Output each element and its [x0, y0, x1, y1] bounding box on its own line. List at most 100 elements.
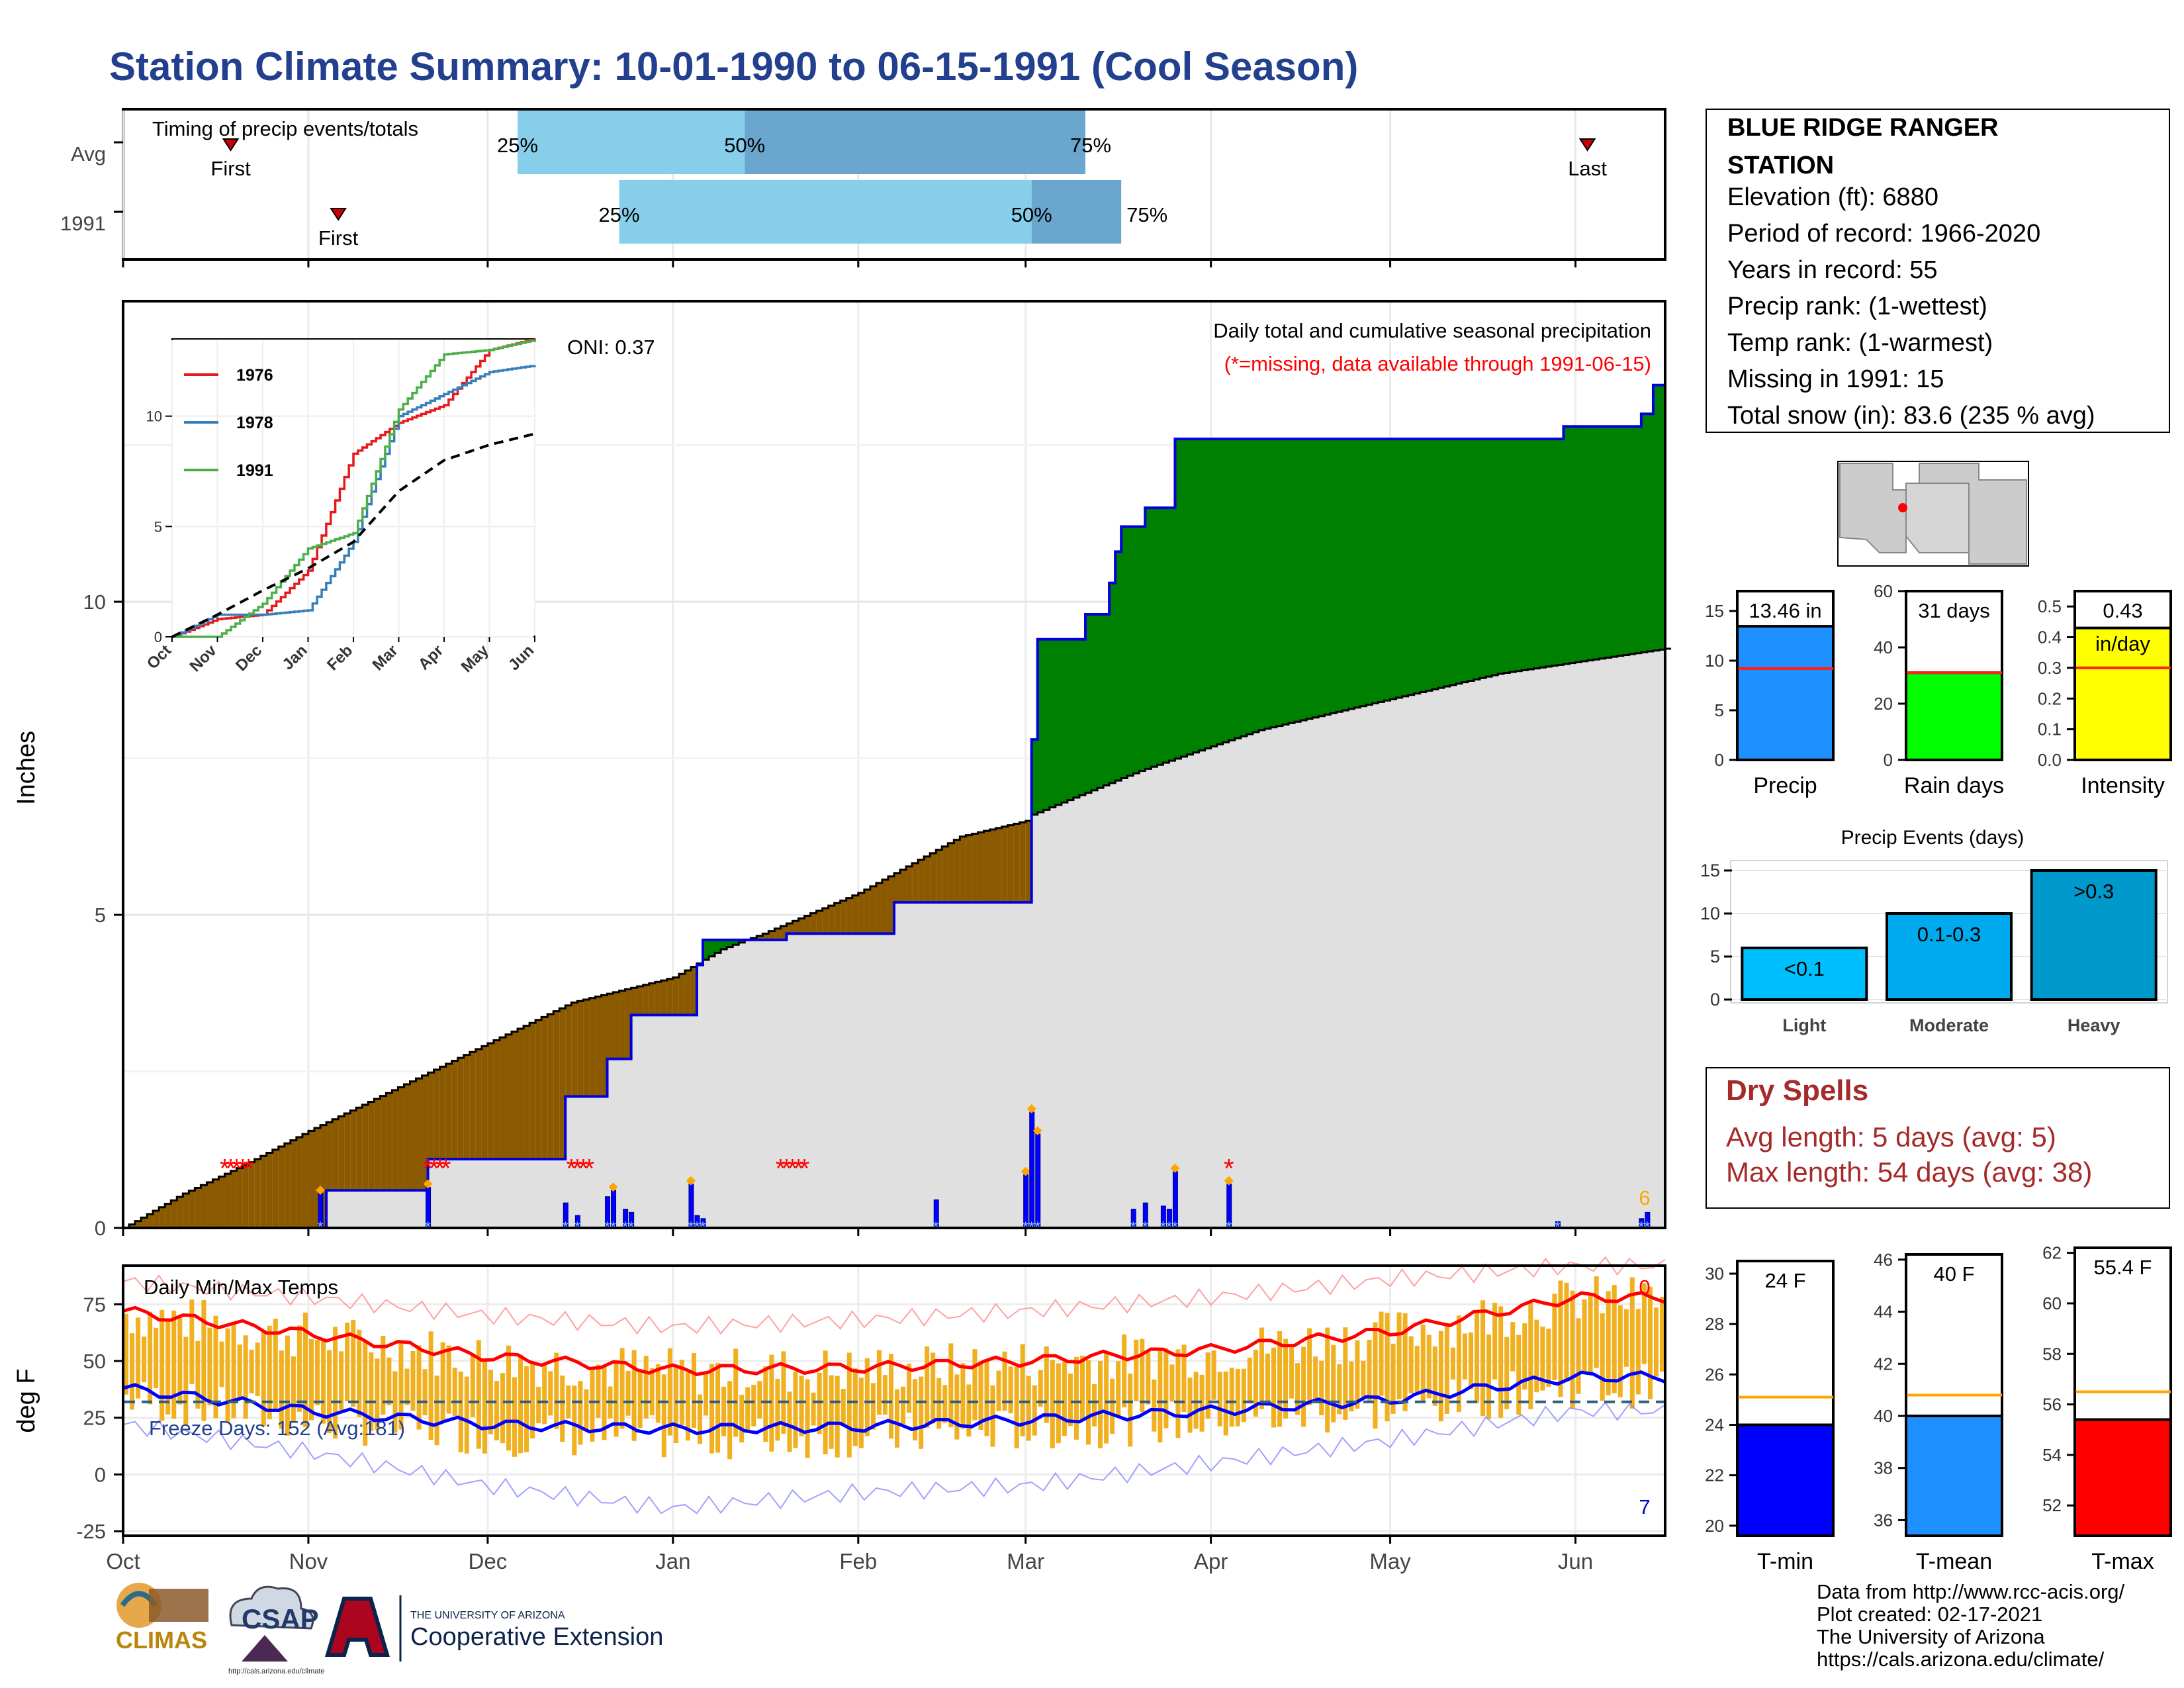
daily-temp-bar — [1098, 1360, 1103, 1448]
above-avg-fill — [1336, 439, 1343, 712]
avg-fill-day — [1659, 649, 1666, 1228]
below-avg-fill — [529, 1023, 536, 1159]
avg-fill-day — [1605, 657, 1612, 1228]
avg-fill-day — [983, 831, 991, 1228]
avg-fill-day — [1145, 769, 1152, 1228]
daily-temp-bar — [422, 1369, 428, 1416]
daily-temp-bar — [1475, 1311, 1480, 1403]
avg-fill-day — [1641, 652, 1648, 1228]
above-avg-fill — [1563, 426, 1570, 664]
daily-temp-bar — [864, 1358, 870, 1436]
avg-fill-day — [978, 832, 985, 1228]
daily-temp-bar — [882, 1375, 887, 1415]
avg-fill-day — [834, 903, 841, 1228]
avg-fill-day — [571, 1002, 578, 1228]
daily-temp-bar — [1629, 1277, 1635, 1409]
daily-temp-bar — [1044, 1346, 1049, 1423]
above-avg-fill — [1420, 439, 1427, 692]
small-chart-xlabel: Precip — [1753, 773, 1817, 798]
daily-temp-bar — [159, 1309, 165, 1421]
daily-temp-bar — [1140, 1338, 1145, 1413]
daily-temp-bar — [876, 1350, 882, 1415]
below-avg-fill — [768, 931, 775, 940]
below-avg-fill — [774, 928, 782, 940]
above-avg-fill — [1276, 439, 1283, 726]
daily-temp-bar — [948, 1343, 954, 1428]
above-avg-fill — [1480, 439, 1486, 679]
above-avg-fill — [1414, 439, 1421, 694]
avg-fill-day — [1067, 800, 1074, 1228]
above-avg-fill — [1366, 439, 1373, 705]
below-avg-fill — [864, 889, 871, 934]
above-avg-fill — [1527, 439, 1534, 670]
below-avg-fill — [936, 849, 942, 903]
timing-bar-50-75 — [1031, 180, 1122, 244]
station-years: Years in record: 55 — [1727, 256, 1938, 284]
daily-temp-bar — [596, 1364, 601, 1418]
daily-temp-bar — [1032, 1385, 1037, 1436]
daily-temp-bar — [1337, 1364, 1342, 1415]
small-chart-value-label: 13.46 in — [1749, 599, 1821, 622]
station-name-2: STATION — [1727, 152, 1834, 179]
daily-temp-bar — [339, 1351, 344, 1411]
below-avg-fill — [577, 1001, 584, 1097]
avg-fill-day — [876, 882, 883, 1228]
below-avg-fill — [900, 869, 907, 903]
avg-fill-day — [727, 947, 733, 1228]
daily-temp-bar — [1623, 1309, 1629, 1367]
below-avg-fill — [272, 1149, 279, 1228]
avg-fill-day — [1378, 702, 1385, 1228]
above-avg-fill — [1653, 385, 1660, 651]
below-avg-fill — [362, 1104, 369, 1191]
daily-temp-bar — [1235, 1368, 1240, 1427]
avg-fill-day — [1653, 650, 1660, 1228]
daily-temp-bar — [1552, 1293, 1557, 1380]
above-avg-fill — [1240, 439, 1248, 737]
dry-spells-max: Max length: 54 days (avg: 38) — [1726, 1156, 2092, 1188]
avg-fill-day — [1246, 734, 1253, 1228]
daily-temp-bar — [1259, 1327, 1264, 1409]
daily-temp-bar — [470, 1354, 475, 1417]
avg-fill-day — [1205, 748, 1212, 1228]
small-chart-bar — [2073, 1418, 2172, 1537]
above-avg-fill — [1360, 439, 1367, 706]
temp-ytick-label: 75 — [83, 1293, 106, 1316]
daily-temp-bar — [404, 1368, 410, 1405]
below-avg-fill — [995, 827, 1003, 903]
snow-marker — [1224, 1176, 1234, 1186]
below-avg-fill — [523, 1025, 530, 1159]
month-label: Jun — [1558, 1549, 1593, 1573]
avg-fill-day — [1647, 651, 1654, 1228]
precip-panel: * * * * * * * * * * * * * * * * * * * * * * * * ***** **** **** **… — [13, 300, 1672, 1240]
daily-temp-bar — [1325, 1327, 1330, 1432]
avg-fill-day — [1354, 707, 1361, 1228]
events-bar-moderate — [1886, 912, 2013, 1001]
daily-temp-bar — [476, 1340, 481, 1449]
avg-fill-day — [1121, 778, 1128, 1228]
missing-day-star: * — [441, 1154, 451, 1183]
avg-fill-day — [1348, 709, 1355, 1228]
daily-temp-bar — [1205, 1352, 1210, 1419]
below-avg-fill — [684, 970, 692, 1015]
avg-fill-day — [1467, 680, 1475, 1228]
avg-fill-day — [1396, 698, 1403, 1228]
below-avg-fill — [296, 1137, 303, 1228]
below-avg-fill — [565, 1005, 572, 1097]
daily-temp-bar — [285, 1335, 290, 1436]
above-avg-fill — [1295, 439, 1301, 722]
avg-fill-day — [619, 990, 626, 1228]
avg-fill-day — [696, 963, 704, 1228]
below-avg-fill — [643, 984, 650, 1015]
station-info-box: BLUE RIDGE RANGER STATION Elevation (ft)… — [1706, 109, 2170, 433]
events-ytick-label: 10 — [1700, 904, 1720, 923]
small-chart-ytick-label: 0.3 — [2038, 658, 2062, 678]
daily-temp-bar — [279, 1350, 284, 1429]
timing-bar-25-50 — [518, 111, 745, 174]
above-avg-fill — [1163, 508, 1170, 763]
daily-temp-bar — [1158, 1349, 1163, 1443]
below-avg-fill — [428, 1072, 435, 1159]
daily-temp-bar — [1217, 1372, 1222, 1427]
below-avg-fill — [433, 1069, 441, 1159]
below-avg-fill — [499, 1037, 506, 1159]
above-avg-fill — [739, 939, 745, 943]
